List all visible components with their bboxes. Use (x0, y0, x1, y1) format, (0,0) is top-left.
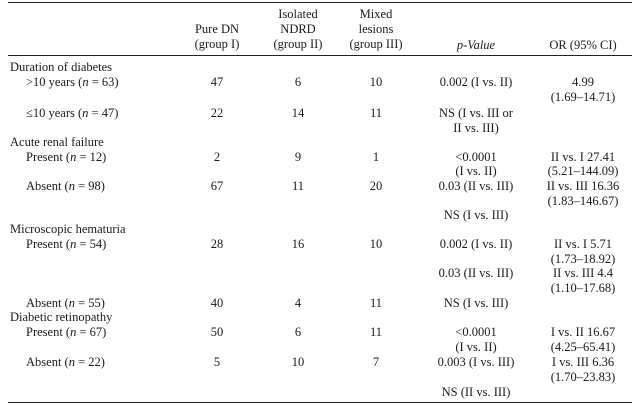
cell-g2: 10 (291, 355, 305, 369)
row-label: Present (n = 54) (26, 237, 107, 251)
cell-g2: 14 (291, 106, 305, 120)
cell-or: II vs. I 5.71 (554, 237, 612, 251)
cell-or: (1.10–17.68) (550, 281, 616, 295)
cell-g1: 40 (210, 296, 224, 310)
cell-or: (4.25–65.41) (550, 340, 616, 354)
cell-pvalue: NS (I vs. III or (439, 106, 513, 120)
cell-pvalue: (I vs. II) (455, 164, 497, 178)
top-rule (8, 2, 632, 3)
cell-pvalue: NS (I vs. III) (443, 208, 509, 222)
row-label: Present (n = 67) (26, 325, 107, 339)
cell-pvalue: <0.0001 (455, 325, 497, 339)
cell-g2: 16 (291, 237, 305, 251)
cell-or: I vs. II 16.67 (550, 325, 616, 339)
cell-pvalue: (I vs. II) (455, 340, 497, 354)
cell-pvalue: <0.0001 (455, 150, 497, 164)
header-pvalue: p-Value (456, 38, 496, 52)
cell-g3: 10 (369, 237, 383, 251)
cell-or: (1.83–146.67) (547, 194, 619, 208)
section-title: Acute renal failure (10, 135, 104, 149)
cell-g3: 10 (369, 75, 383, 89)
header-rule (8, 55, 632, 56)
cell-g1: 28 (210, 237, 224, 251)
cell-or: (1.73–18.92) (550, 252, 616, 266)
cell-g1: 67 (210, 179, 224, 193)
row-label: >10 years (n = 63) (26, 75, 119, 89)
cell-g1: 5 (213, 355, 221, 369)
cell-or: II vs. III 4.4 (552, 266, 614, 280)
cell-pvalue: 0.003 (I vs. III) (437, 355, 515, 369)
section-title: Diabetic retinopathy (10, 310, 113, 324)
header-group2: Isolated NDRD (group II) (273, 7, 323, 51)
cell-or: II vs. III 16.36 (546, 179, 620, 193)
cell-pvalue: 0.002 (I vs. II) (439, 237, 513, 251)
section-title: Duration of diabetes (10, 60, 113, 74)
cell-g1: 22 (210, 106, 224, 120)
cell-g2: 11 (291, 179, 305, 193)
cell-or: II vs. I 27.41 (550, 150, 616, 164)
header-group3: Mixed lesions (group III) (349, 7, 403, 51)
cell-g1: 2 (213, 150, 221, 164)
bottom-rule (8, 402, 632, 403)
cell-pvalue: NS (II vs. III) (441, 385, 511, 399)
cell-g3: 11 (369, 296, 383, 310)
cell-pvalue: II vs. III) (453, 121, 499, 135)
cell-pvalue: 0.03 (II vs. III) (438, 179, 514, 193)
cell-pvalue: 0.03 (II vs. III) (438, 266, 514, 280)
cell-or: I vs. III 6.36 (551, 355, 615, 369)
row-label: Absent (n = 55) (26, 296, 105, 310)
row-label: Present (n = 12) (26, 150, 107, 164)
cell-g2: 4 (294, 296, 302, 310)
header-or: OR (95% CI) (549, 38, 617, 52)
cell-g3: 7 (372, 355, 380, 369)
row-label: ≤10 years (n = 47) (26, 106, 119, 120)
cell-g3: 20 (369, 179, 383, 193)
cell-pvalue: NS (I vs. III) (443, 296, 509, 310)
cell-g3: 11 (369, 325, 383, 339)
cell-or: (1.69–14.71) (550, 90, 616, 104)
row-label: Absent (n = 98) (26, 179, 105, 193)
cell-or: 4.99 (572, 75, 594, 89)
cell-g2: 9 (294, 150, 302, 164)
row-label: Absent (n = 22) (26, 355, 105, 369)
cell-g1: 47 (210, 75, 224, 89)
cell-g3: 1 (372, 150, 380, 164)
header-group1: Pure DN (group I) (194, 22, 240, 51)
cell-or: (1.70–23.83) (550, 370, 616, 384)
cell-g1: 50 (210, 325, 224, 339)
cell-g2: 6 (294, 75, 302, 89)
section-title: Microscopic hematuria (10, 222, 126, 236)
cell-g3: 11 (369, 106, 383, 120)
cell-pvalue: 0.002 (I vs. II) (439, 75, 513, 89)
cell-g2: 6 (294, 325, 302, 339)
cell-or: (5.21–144.09) (547, 164, 619, 178)
